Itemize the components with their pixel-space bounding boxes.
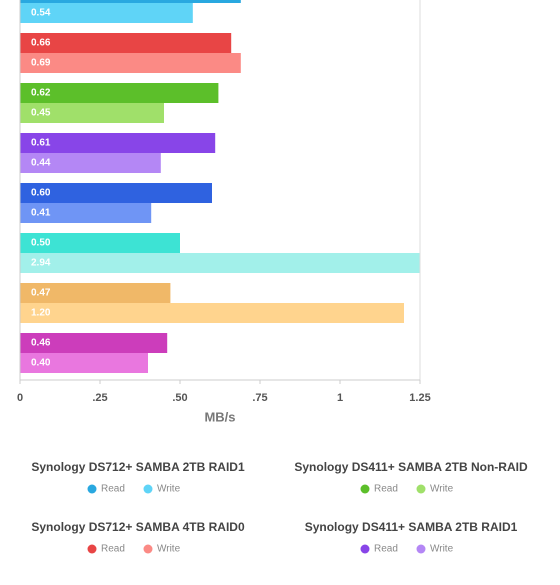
legend-entry: Synology DS712+ SAMBA 2TB RAID1	[31, 460, 245, 474]
value-label: 0.41	[31, 208, 51, 219]
value-label: 2.94	[31, 258, 51, 269]
legend-swatch	[143, 484, 153, 494]
legend-swatch	[416, 484, 426, 494]
value-label: 0.69	[31, 58, 51, 69]
legend-swatch	[143, 544, 153, 554]
bar	[20, 203, 152, 223]
value-label: 0.66	[31, 38, 51, 49]
legend-label: Write	[430, 484, 454, 495]
value-label: 0.45	[31, 108, 51, 119]
legend-entry: Synology DS712+ SAMBA 4TB RAID0	[31, 520, 245, 534]
legend-label: Read	[374, 484, 398, 495]
x-axis-label: MB/s	[204, 409, 235, 424]
x-tick-label: .50	[172, 392, 187, 404]
bar	[20, 33, 232, 53]
bar	[20, 183, 212, 203]
legend-label: Write	[157, 484, 181, 495]
legend-label: Read	[101, 544, 125, 555]
value-label: 0.47	[31, 288, 51, 299]
legend-label: Write	[157, 544, 181, 555]
value-label: 0.60	[31, 188, 51, 199]
bar	[20, 233, 180, 253]
bar	[20, 133, 216, 153]
bar	[20, 0, 241, 3]
value-label: 0.61	[31, 138, 51, 149]
legend-swatch	[360, 484, 370, 494]
legend-label: Read	[101, 484, 125, 495]
bar	[20, 3, 193, 23]
value-label: 0.40	[31, 358, 51, 369]
value-label: 0.62	[31, 88, 51, 99]
bar	[20, 153, 161, 173]
bar	[20, 283, 171, 303]
legend-label: Read	[374, 544, 398, 555]
value-label: 0.54	[31, 8, 51, 19]
legend-label: Write	[430, 544, 454, 555]
value-label: 0.46	[31, 338, 51, 349]
bar	[20, 103, 164, 123]
value-label: 1.20	[31, 308, 51, 319]
legend-swatch	[416, 544, 426, 554]
bar	[20, 333, 168, 353]
x-tick-label: 1.25	[409, 392, 430, 404]
legend-swatch	[87, 484, 97, 494]
x-tick-label: 1	[337, 392, 343, 404]
legend-entry: Synology DS411+ SAMBA 2TB RAID1	[305, 520, 518, 534]
legend-swatch	[360, 544, 370, 554]
bar	[20, 83, 219, 103]
x-tick-label: .25	[92, 392, 107, 404]
value-label: 0.50	[31, 238, 51, 249]
bar	[20, 253, 420, 273]
legend-swatch	[87, 544, 97, 554]
x-tick-label: .75	[252, 392, 267, 404]
legend-entry: Synology DS411+ SAMBA 2TB Non-RAID	[294, 460, 528, 474]
x-tick-label: 0	[17, 392, 23, 404]
bar	[20, 53, 241, 73]
value-label: 0.44	[31, 158, 51, 169]
bar	[20, 353, 148, 373]
bar	[20, 303, 404, 323]
plot-area	[20, 0, 420, 373]
